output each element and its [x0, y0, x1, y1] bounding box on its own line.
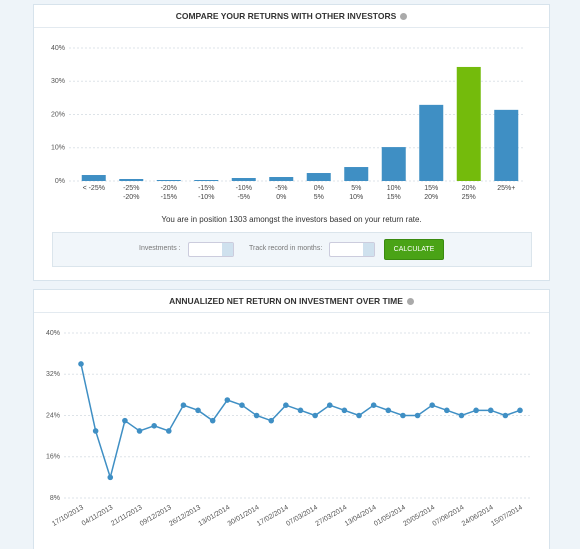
point	[92, 428, 99, 434]
x-tick-label: 20% 25%	[461, 185, 476, 201]
position-text: You are in position 1303 amongst the inv…	[161, 215, 422, 224]
x-tick-label: 24/06/2014	[461, 504, 495, 528]
calculate-button[interactable]: CALCULATE	[384, 239, 444, 260]
track-label: Track record in months:	[249, 245, 323, 252]
bar	[419, 104, 444, 181]
x-tick-label: 13/01/2014	[197, 504, 231, 528]
filter-form: Investments : Track record in months: CA…	[52, 232, 532, 267]
point	[268, 417, 275, 424]
point	[107, 474, 114, 481]
point	[78, 361, 84, 367]
y-tick-label: 10%	[51, 145, 65, 152]
point	[166, 428, 172, 434]
x-tick-label: -10% -5%	[235, 185, 252, 201]
panel-title: COMPARE YOUR RETURNS WITH OTHER INVESTOR…	[34, 5, 549, 28]
bar	[156, 180, 181, 181]
point	[283, 402, 289, 408]
chart-title: COMPARE YOUR RETURNS WITH OTHER INVESTOR…	[175, 11, 397, 21]
bar	[231, 178, 256, 181]
y-tick-label: 40%	[46, 330, 60, 337]
point	[487, 407, 494, 414]
x-tick-label: 01/05/2014	[373, 504, 407, 528]
x-tick-label: 15/07/2014	[490, 504, 524, 528]
point	[414, 412, 421, 419]
x-tick-label: -15% -10%	[198, 185, 215, 201]
x-tick-label: 07/03/2014	[285, 504, 319, 528]
y-tick-label: 8%	[50, 495, 60, 502]
x-tick-label: 13/04/2014	[344, 504, 378, 528]
investments-select[interactable]	[188, 242, 234, 257]
y-tick-label: 24%	[46, 412, 60, 419]
x-tick-label: -5% 0%	[275, 185, 288, 201]
x-tick-label: 25%+	[497, 185, 516, 192]
point	[473, 407, 479, 414]
point	[444, 407, 450, 414]
y-tick-label: 30%	[51, 78, 65, 85]
x-tick-label: 17/02/2014	[256, 504, 290, 528]
chart-title: ANNUALIZED NET RETURN ON INVESTMENT OVER…	[169, 296, 403, 306]
bar	[381, 147, 406, 181]
y-tick-label: 16%	[46, 454, 60, 461]
point	[370, 402, 377, 408]
point	[502, 412, 509, 419]
x-tick-label: 5% 10%	[349, 185, 364, 201]
x-tick-label: 15% 20%	[424, 185, 439, 201]
y-tick-label: 20%	[51, 111, 65, 118]
x-tick-label: 10% 15%	[386, 185, 401, 201]
bar	[306, 173, 331, 181]
x-tick-label: 0% 5%	[313, 185, 324, 201]
investments-label: Investments :	[139, 245, 181, 252]
x-tick-label: 07/06/2014	[432, 504, 466, 528]
x-tick-label: 20/05/2014	[402, 504, 436, 528]
point	[429, 402, 436, 408]
info-icon[interactable]	[406, 298, 414, 305]
y-tick-label: 0%	[55, 178, 65, 185]
point	[356, 412, 362, 419]
point	[517, 407, 523, 414]
bar	[81, 175, 106, 181]
x-tick-label: -25% -20%	[123, 185, 140, 201]
x-tick-label: 21/11/2013	[110, 504, 143, 527]
point	[122, 417, 128, 424]
y-tick-label: 40%	[51, 45, 65, 52]
track-select[interactable]	[329, 242, 375, 257]
point	[209, 417, 216, 424]
point	[151, 423, 157, 429]
x-tick-label: 26/12/2013	[168, 504, 202, 528]
annualized-panel: ANNUALIZED NET RETURN ON INVESTMENT OVER…	[33, 289, 550, 549]
point	[297, 407, 304, 414]
bar	[456, 66, 481, 181]
bar	[344, 167, 369, 181]
x-tick-label: 17/10/2013	[51, 504, 85, 528]
point	[341, 407, 348, 414]
point	[458, 412, 465, 419]
bar	[194, 180, 219, 181]
point	[224, 397, 231, 403]
point	[400, 412, 406, 419]
point	[180, 402, 187, 408]
point	[312, 412, 318, 419]
point	[136, 428, 143, 434]
x-tick-label: 04/11/2013	[81, 504, 114, 527]
y-tick-label: 32%	[46, 371, 60, 378]
x-tick-label: 09/12/2013	[139, 504, 173, 528]
point	[195, 407, 201, 414]
point	[253, 412, 260, 419]
line	[80, 363, 521, 481]
x-tick-label: 27/03/2014	[314, 504, 348, 528]
x-tick-label: < -25%	[82, 185, 105, 192]
x-tick-label: 30/01/2014	[227, 504, 261, 528]
bar	[494, 109, 519, 181]
x-tick-label: -20% -15%	[160, 185, 177, 201]
bar	[119, 179, 144, 181]
point	[239, 402, 245, 408]
point	[326, 402, 333, 408]
bar	[269, 177, 294, 181]
info-icon[interactable]	[400, 13, 408, 20]
panel-title: ANNUALIZED NET RETURN ON INVESTMENT OVER…	[34, 290, 549, 313]
point	[385, 407, 392, 414]
